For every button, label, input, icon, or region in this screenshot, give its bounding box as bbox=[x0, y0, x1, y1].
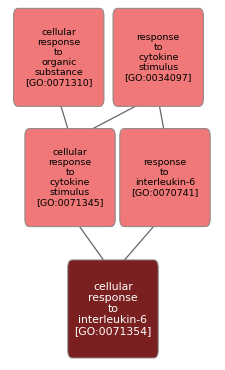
Text: cellular
response
to
organic
substance
[GO:0071310]: cellular response to organic substance [… bbox=[25, 28, 92, 87]
FancyBboxPatch shape bbox=[119, 128, 209, 226]
FancyBboxPatch shape bbox=[112, 9, 202, 107]
Text: response
to
interleukin-6
[GO:0070741]: response to interleukin-6 [GO:0070741] bbox=[131, 158, 198, 197]
FancyBboxPatch shape bbox=[25, 128, 115, 226]
FancyBboxPatch shape bbox=[68, 260, 158, 358]
Text: cellular
response
to
cytokine
stimulus
[GO:0071345]: cellular response to cytokine stimulus [… bbox=[36, 148, 103, 207]
FancyBboxPatch shape bbox=[14, 9, 104, 107]
Text: cellular
response
to
interleukin-6
[GO:0071354]: cellular response to interleukin-6 [GO:0… bbox=[74, 282, 151, 336]
Text: response
to
cytokine
stimulus
[GO:0034097]: response to cytokine stimulus [GO:003409… bbox=[124, 33, 191, 82]
